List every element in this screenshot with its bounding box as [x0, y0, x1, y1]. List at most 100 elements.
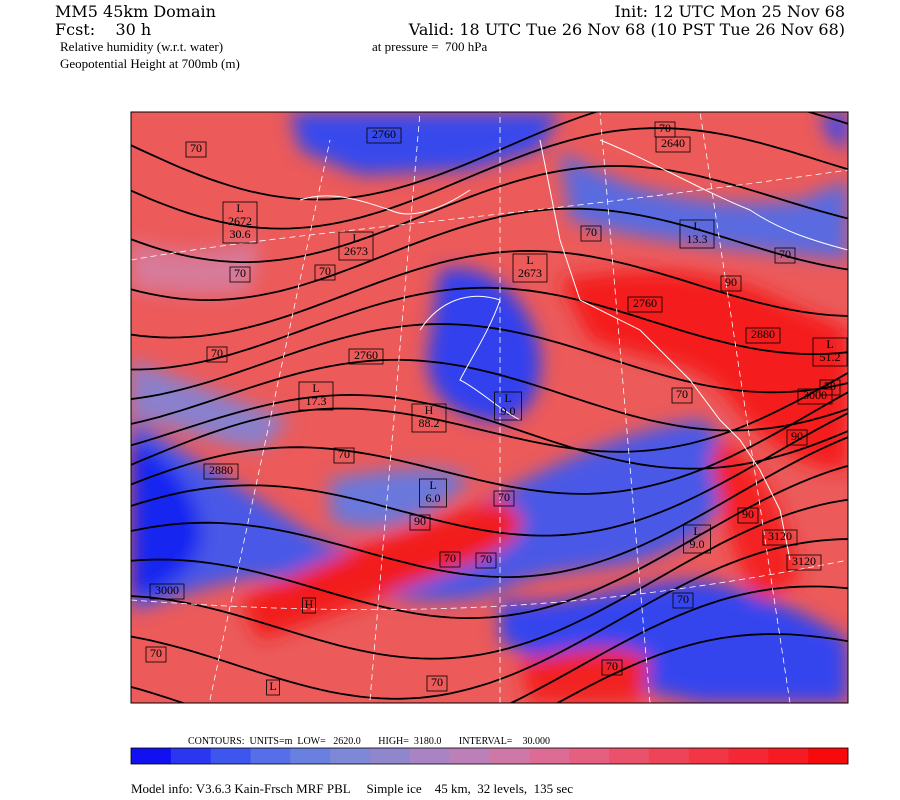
- colorbar-swatch: [449, 748, 490, 764]
- label-text: 9.0: [690, 537, 705, 551]
- label-box: [149, 583, 185, 600]
- label-box: [206, 346, 228, 363]
- contour-line: [131, 286, 848, 371]
- map-label: 70: [439, 551, 461, 568]
- label-text: 70: [824, 379, 836, 393]
- map-label: 2760: [348, 348, 384, 365]
- graticule: [131, 112, 848, 703]
- map-label: 70: [671, 387, 693, 404]
- colorbar-swatch: [489, 748, 530, 764]
- colorbar: [130, 747, 849, 765]
- map-label: L6.0: [419, 478, 447, 508]
- contour-line: [131, 249, 848, 339]
- label-box: [426, 675, 448, 692]
- label-text: 70: [480, 552, 492, 566]
- label-text: L: [693, 524, 700, 538]
- map-label: 2640: [655, 136, 691, 153]
- label-text: 70: [779, 247, 791, 261]
- map-label: 70: [145, 646, 167, 663]
- map-label: 70: [185, 141, 207, 158]
- colorbar-swatch: [131, 748, 172, 764]
- label-text: 3000: [155, 583, 179, 597]
- map-label: 3120: [786, 554, 822, 571]
- coastlines: [299, 139, 848, 561]
- map-label: L13.3: [679, 219, 715, 249]
- label-text: L: [236, 201, 243, 215]
- map-label: 70: [672, 592, 694, 609]
- overlay: Geopotential Height at 700mb (m): [60, 56, 240, 71]
- colorbar-swatch: [529, 748, 570, 764]
- label-text: 3120: [792, 554, 816, 568]
- label-text: 2673: [344, 244, 368, 258]
- contour-line: [131, 207, 848, 302]
- contour-line: [131, 127, 848, 230]
- init: Init: 12 UTC Mon 25 Nov 68: [614, 2, 845, 21]
- label-box: [512, 253, 548, 283]
- contour-line: [131, 464, 848, 620]
- map-label: 90: [786, 429, 808, 446]
- contour-line: [131, 391, 848, 495]
- label-box: [672, 592, 694, 609]
- label-box: [333, 447, 355, 464]
- label-box: [493, 490, 515, 507]
- label-box: [679, 219, 715, 249]
- colorbar-swatch: [170, 748, 211, 764]
- label-box: [683, 524, 711, 554]
- label-text: 70: [338, 447, 350, 461]
- label-text: 90: [791, 429, 803, 443]
- contour-line: [131, 323, 848, 400]
- domain: MM5 45km Domain: [55, 2, 216, 21]
- map-label: 2760: [627, 296, 663, 313]
- contour-line: [131, 585, 848, 703]
- label-text: 2880: [209, 463, 233, 477]
- label-text: 2640: [661, 136, 685, 150]
- label-text: 2760: [633, 296, 657, 310]
- label-box: [419, 478, 447, 508]
- label-text: 88.2: [419, 416, 440, 430]
- label-text: H: [425, 403, 434, 417]
- label-text: 3000: [803, 388, 827, 402]
- label-text: 70: [431, 675, 443, 689]
- label-text: 90: [725, 275, 737, 289]
- colorbar-swatch: [648, 748, 689, 764]
- colorbar-swatch: [768, 748, 809, 764]
- label-text: 70: [444, 551, 456, 565]
- label-text: 90: [414, 514, 426, 528]
- label-text: 17.3: [306, 394, 327, 408]
- colorbar-caption: CONTOURS: UNITS=m LOW= 2620.0 HIGH= 3180…: [188, 736, 550, 747]
- pressure: at pressure = 700 hPa: [372, 39, 488, 54]
- label-box: [185, 141, 207, 158]
- map-label: 3120: [762, 529, 798, 546]
- label-text: 3120: [768, 529, 792, 543]
- label-text: 30.6: [230, 227, 251, 241]
- colorbar-frame: [130, 747, 849, 765]
- label-box: [655, 136, 691, 153]
- map-label: L9.0: [683, 524, 711, 554]
- colorbar-swatch: [808, 748, 849, 764]
- map-label: H: [302, 597, 316, 614]
- colorbar-swatch: [250, 748, 291, 764]
- map-label: L9.0: [494, 391, 522, 421]
- map-label: 70: [601, 659, 623, 676]
- label-text: 2673: [518, 266, 542, 280]
- colorbar-swatch: [370, 748, 411, 764]
- label-text: 9.0: [501, 404, 516, 418]
- label-box: [203, 463, 239, 480]
- label-box: [494, 391, 522, 421]
- map-label: 3000: [797, 388, 833, 405]
- label-box: [266, 679, 280, 696]
- label-text: L: [826, 337, 833, 351]
- label-text: 70: [585, 225, 597, 239]
- label-text: 90: [742, 507, 754, 521]
- label-box: [366, 127, 402, 144]
- label-box: [145, 646, 167, 663]
- map-label: 70: [333, 447, 355, 464]
- map-label: 70: [206, 346, 228, 363]
- colorbar-swatch: [609, 748, 650, 764]
- colorbar-swatch: [728, 748, 769, 764]
- contour-line: [131, 358, 848, 432]
- label-text: 6.0: [426, 491, 441, 505]
- label-box: [627, 296, 663, 313]
- map-label: 2880: [203, 463, 239, 480]
